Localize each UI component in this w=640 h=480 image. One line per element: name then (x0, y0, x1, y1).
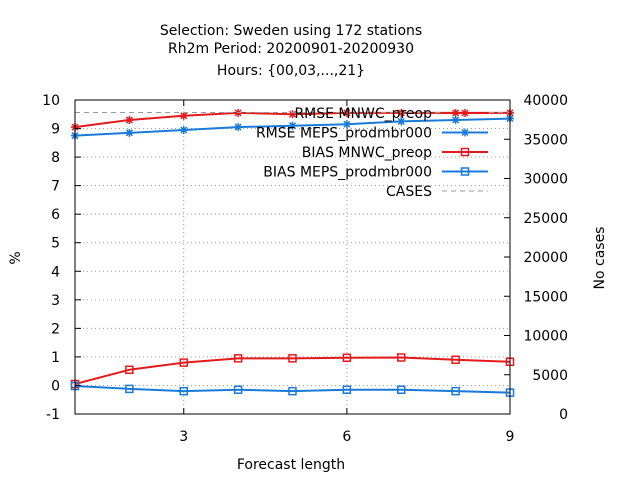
data-point-star (288, 121, 297, 130)
data-point-square (451, 355, 460, 365)
data-point-star (179, 111, 188, 120)
x-tick-label: 3 (179, 429, 188, 445)
y2-tick-label: 10000 (523, 329, 568, 345)
legend: RMSE MNWC_preop RMSE MEPS_prodmbr000 BIAS … (256, 106, 488, 200)
y-tick-label: 0 (51, 378, 60, 394)
series-line (74, 356, 511, 385)
x-axis-label: Forecast length (237, 457, 345, 473)
y-tick-label: 10 (42, 93, 60, 109)
data-point-star (125, 128, 134, 137)
y-tick-label: 1 (51, 350, 60, 366)
data-point-square (179, 386, 188, 396)
data-point-star (397, 117, 406, 126)
series-line (74, 385, 511, 394)
data-point-square (179, 358, 188, 367)
legend-label: BIAS MEPS_prodmbr000 (263, 165, 432, 181)
legend-label: CASES (386, 184, 432, 200)
y-axis-label: % (8, 251, 24, 264)
y-tick-label: 8 (51, 150, 60, 166)
data-point-square (233, 385, 243, 394)
y2-tick-label: 0 (559, 407, 568, 423)
data-point-star (179, 125, 188, 134)
chart-title-line-3: Hours: {00,03,...,21} (217, 63, 365, 79)
series-layer (70, 108, 515, 397)
data-point-star (125, 115, 134, 124)
series-2 (70, 353, 515, 389)
y2-tick-label: 20000 (523, 250, 568, 266)
grid-lines (75, 100, 510, 414)
y-tick-label: 3 (51, 293, 60, 309)
data-point-star (288, 110, 297, 119)
data-point-square (460, 167, 470, 176)
data-point-square (397, 353, 406, 362)
y-tick-label: 6 (51, 207, 60, 223)
x-tick-label: 6 (342, 429, 351, 445)
chart-title: Selection: Sweden using 172 stations Rh2… (160, 23, 422, 79)
y-tick-label: 4 (51, 264, 60, 280)
data-point-square (397, 385, 406, 394)
data-point-square (233, 354, 243, 363)
legend-label: RMSE MEPS_prodmbr000 (256, 126, 432, 142)
data-point-star (234, 123, 243, 132)
legend-label: RMSE MNWC_preop (294, 106, 432, 122)
y2-tick-label: 25000 (523, 211, 568, 227)
y2-tick-label: 35000 (523, 132, 568, 148)
y-tick-label: 2 (51, 321, 60, 337)
chart-title-line-1: Selection: Sweden using 172 stations (160, 23, 422, 39)
series-3 (70, 381, 515, 397)
data-point-square (125, 384, 134, 394)
y-tick-label: 5 (51, 236, 60, 252)
y2-tick-label: 40000 (523, 93, 568, 109)
data-point-square (460, 147, 470, 157)
legend-label: BIAS MNWC_preop (302, 145, 432, 161)
x-tick-label: 9 (506, 429, 515, 445)
data-point-star (461, 128, 469, 137)
y2-axis-label: No cases (592, 227, 608, 290)
data-point-star (451, 115, 460, 124)
data-point-square (451, 386, 460, 396)
y-tick-label: -1 (46, 407, 60, 423)
data-point-square (125, 365, 134, 375)
y2-tick-label: 15000 (523, 289, 568, 305)
axis-ticks: -1 0 1 2 3 4 5 6 7 8 9 10 0 5000 10000 15000 20000 25000 3… (42, 93, 568, 445)
y-tick-label: 9 (51, 122, 60, 138)
data-point-square (342, 385, 352, 394)
y-tick-label: 7 (51, 179, 60, 195)
data-point-star (342, 120, 351, 129)
data-point-star (461, 109, 469, 117)
chart-title-line-2: Rh2m Period: 20200901-20200930 (168, 41, 414, 57)
plot-frame (74, 99, 511, 415)
data-point-square (342, 353, 352, 363)
data-point-square (288, 354, 297, 363)
y2-tick-label: 5000 (532, 368, 568, 384)
y2-tick-label: 30000 (523, 172, 568, 188)
data-point-square (288, 386, 297, 396)
